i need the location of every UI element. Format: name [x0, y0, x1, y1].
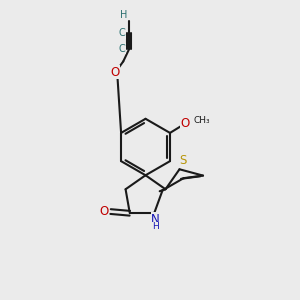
Text: N: N — [151, 213, 160, 226]
Text: C: C — [119, 44, 126, 54]
Text: O: O — [99, 205, 109, 218]
Text: S: S — [179, 154, 186, 167]
Text: O: O — [110, 66, 120, 79]
Text: CH₃: CH₃ — [194, 116, 210, 124]
Text: O: O — [181, 118, 190, 130]
Text: C: C — [119, 28, 126, 38]
Text: H: H — [152, 222, 159, 231]
Text: H: H — [120, 11, 127, 20]
